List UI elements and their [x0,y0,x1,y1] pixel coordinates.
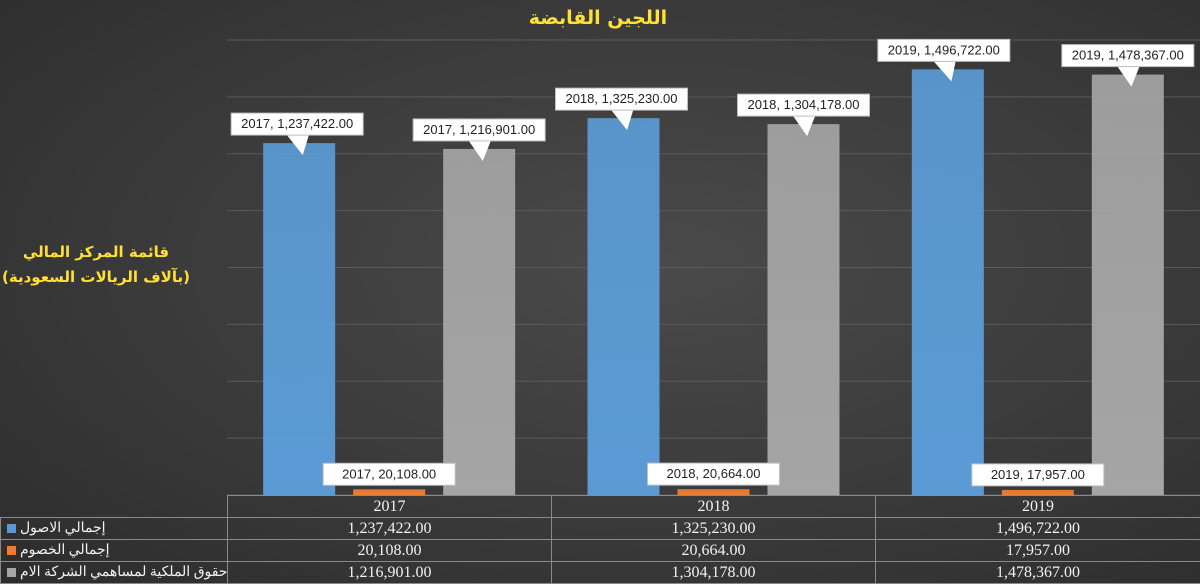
series-label-cell: إجمالي الخصوم [0,539,228,562]
callout-text: 2018, 1,304,178.00 [747,97,859,112]
data-label-equity-2019: 2019, 1,478,367.00 [1061,44,1195,87]
data-table: 2017 2018 2019 إجمالي الاصول 1,237,422.0… [0,495,1200,584]
callout-pointer [932,60,956,82]
table-cell: 17,957.00 [875,539,1200,562]
table-header-row: 2017 2018 2019 [0,495,1200,518]
y-axis-label-line-1: قائمة المركز المالي [23,243,169,261]
callout-box [971,463,1105,487]
legend-key-liabilities [7,546,16,556]
callout-box [230,112,364,136]
bars [263,69,1164,495]
bar-equity-2019 [1091,74,1164,495]
bar-equity-2017 [443,148,516,495]
bar-assets-2018 [587,118,660,495]
bar-liabilities-2017 [353,489,426,495]
callout-text: 2017, 20,108.00 [342,466,436,481]
table-header-cell: 2017 [227,495,552,518]
chart-canvas: 2017, 1,237,422.00 2017, 20,108.00 2017, 1… [2,7,1200,495]
callout-box [737,93,870,117]
data-label-equity-2017: 2017, 1,216,901.00 [412,118,546,161]
series-label: إجمالي الاصول [20,521,106,536]
callout-text: 2017, 1,216,901.00 [423,122,535,137]
table-row: حقوق الملكية لمساهمي الشركة الام 1,216,9… [0,561,1200,584]
callout-box [877,38,1011,62]
bar-liabilities-2019 [1001,489,1074,495]
data-label-assets-2017: 2017, 1,237,422.00 [230,112,364,156]
table-cell: 1,237,422.00 [227,517,552,540]
callout-pointer [286,134,310,156]
callout-text: 2018, 20,664.00 [667,466,761,481]
y-axis-label-line-2: (بآلاف الريالات السعودية) [2,268,190,286]
series-label: إجمالي الخصوم [20,543,110,558]
bar-assets-2019 [911,69,984,495]
table-cell: 1,304,178.00 [551,561,876,584]
callout-pointer [792,115,816,137]
chart-title: اللجين القابضة [529,7,667,29]
table-row: إجمالي الخصوم 20,108.00 20,664.00 17,957… [0,539,1200,562]
bar-assets-2017 [263,143,336,495]
table-corner [0,495,228,518]
legend-key-equity [7,568,16,578]
callout-box [412,118,546,142]
callout-pointer [468,139,492,161]
callout-box [1061,44,1195,68]
callout-box [322,462,456,486]
callout-pointer [1116,65,1140,87]
table-cell: 1,496,722.00 [875,517,1200,540]
table-header-cell: 2019 [875,495,1200,518]
series-label-cell: إجمالي الاصول [0,517,228,540]
gridlines [227,39,1200,495]
callout-text: 2017, 1,237,422.00 [241,116,353,131]
data-labels: 2017, 1,237,422.00 2017, 20,108.00 2017, 1… [230,38,1195,487]
table-header-cell: 2018 [551,495,876,518]
table-cell: 1,325,230.00 [551,517,876,540]
callout-text: 2019, 1,496,722.00 [888,42,1000,57]
table-cell: 1,216,901.00 [227,561,552,584]
table-cell: 20,108.00 [227,539,552,562]
callout-pointer [610,109,634,131]
bar-liabilities-2018 [677,489,750,495]
table-cell: 1,478,367.00 [875,561,1200,584]
callout-text: 2019, 1,478,367.00 [1072,48,1184,63]
data-label-assets-2019: 2019, 1,496,722.00 [877,38,1011,82]
data-label-equity-2018: 2018, 1,304,178.00 [737,93,870,137]
callout-box [647,462,780,486]
data-label-assets-2018: 2018, 1,325,230.00 [555,87,688,131]
series-label-cell: حقوق الملكية لمساهمي الشركة الام [0,561,228,584]
table-row: إجمالي الاصول 1,237,422.00 1,325,230.00 … [0,517,1200,540]
legend-key-assets [7,524,16,534]
data-label-liabilities-2018: 2018, 20,664.00 [647,462,780,486]
bar-equity-2018 [767,124,840,495]
callout-text: 2019, 17,957.00 [991,467,1085,482]
callout-box [555,87,688,111]
series-label: حقوق الملكية لمساهمي الشركة الام [20,565,228,580]
data-label-liabilities-2017: 2017, 20,108.00 [322,462,456,486]
callout-text: 2018, 1,325,230.00 [565,91,677,106]
table-cell: 20,664.00 [551,539,876,562]
data-label-liabilities-2019: 2019, 17,957.00 [971,463,1105,487]
